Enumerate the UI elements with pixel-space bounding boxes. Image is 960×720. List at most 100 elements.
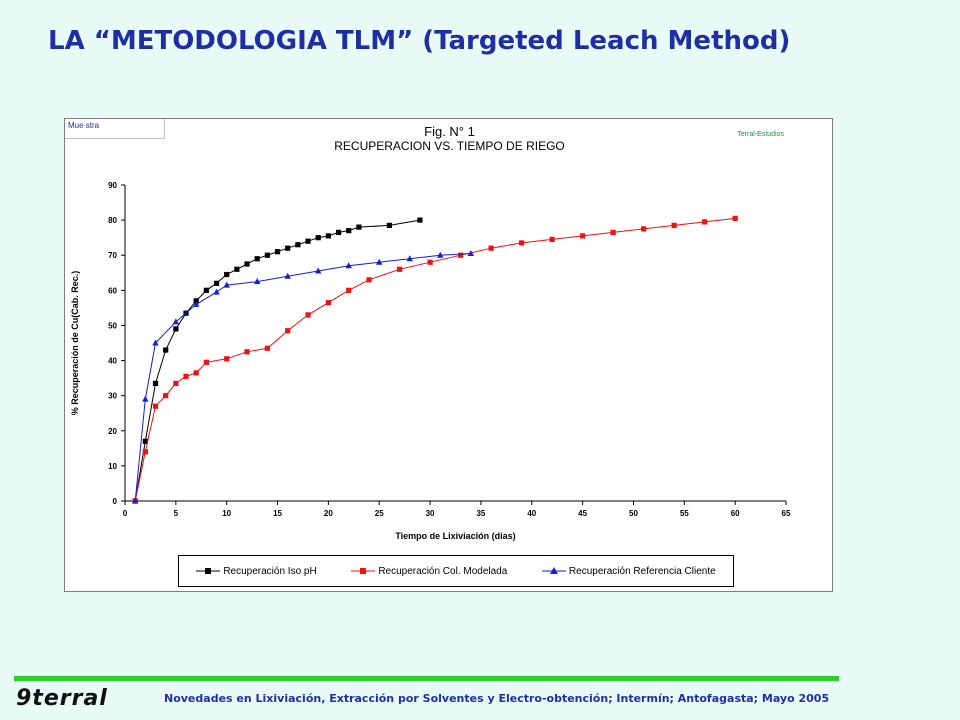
- legend-item-iso-ph: Recuperación Iso pH: [196, 565, 317, 577]
- y-tick-label: 60: [108, 286, 117, 295]
- data-point: [254, 278, 261, 285]
- legend-item-referencia-cliente: Recuperación Referencia Cliente: [541, 565, 716, 577]
- x-tick-label: 15: [273, 509, 282, 518]
- x-tick-label: 50: [629, 509, 638, 518]
- footer-divider: [14, 676, 839, 681]
- x-tick-label: 10: [222, 509, 231, 518]
- data-point: [356, 224, 362, 230]
- x-tick-label: 60: [731, 509, 740, 518]
- y-tick-label: 20: [108, 427, 117, 436]
- data-point: [437, 251, 444, 258]
- data-point: [386, 222, 392, 228]
- series-2: [131, 249, 474, 504]
- y-tick-label: 40: [108, 357, 117, 366]
- series-line: [134, 217, 736, 502]
- data-point: [519, 240, 525, 246]
- x-tick-label: 20: [324, 509, 333, 518]
- legend-label: Recuperación Iso pH: [223, 565, 317, 577]
- legend-swatch-iso-ph: [196, 568, 221, 574]
- chart-frame: Mue stra Terral-Estudios Fig. N° 1 RECUP…: [64, 118, 833, 592]
- data-point: [244, 349, 250, 355]
- data-point: [203, 359, 209, 365]
- data-point: [457, 252, 464, 258]
- x-tick-label: 65: [782, 509, 791, 518]
- data-point: [152, 403, 159, 409]
- data-point: [131, 497, 139, 504]
- x-axis-title: Tiempo de Lixiviación (días): [395, 531, 515, 541]
- x-tick-label: 30: [426, 509, 435, 518]
- y-tick-label: 70: [108, 251, 117, 260]
- data-point: [427, 259, 433, 265]
- series-1: [132, 215, 738, 504]
- data-point: [325, 233, 331, 239]
- x-tick-label: 25: [375, 509, 384, 518]
- data-point: [580, 233, 586, 239]
- y-tick-label: 0: [113, 497, 118, 506]
- legend-swatch-col-modelada: [351, 568, 376, 574]
- data-point: [641, 226, 647, 232]
- data-point: [152, 339, 159, 346]
- data-point: [203, 287, 209, 293]
- data-point: [549, 236, 555, 243]
- legend-label: Recuperación Referencia Cliente: [568, 565, 716, 577]
- chart-axes: 0 10 20 30 40 50 60 70 80 90 0 5 10 15 20 25 30 35 40 45 50 5…: [108, 181, 791, 518]
- y-axis-title: % Recuperación de Cu(Cab. Rec.): [70, 271, 80, 416]
- x-tick-label: 55: [680, 509, 689, 518]
- data-point: [142, 438, 148, 444]
- data-point: [467, 249, 474, 256]
- data-point: [325, 300, 331, 306]
- data-point: [223, 281, 230, 288]
- slide-title: LA “METODOLOGIA TLM” (Targeted Leach Met…: [48, 26, 791, 56]
- footer-text: Novedades en Lixiviación, Extracción por…: [164, 692, 830, 705]
- data-point: [213, 288, 220, 295]
- data-point: [305, 312, 311, 318]
- x-tick-label: 45: [578, 509, 587, 518]
- legend-item-col-modelada: Recuperación Col. Modelada: [351, 566, 507, 577]
- data-point: [610, 229, 616, 235]
- data-point: [366, 277, 372, 283]
- data-point: [173, 380, 179, 386]
- chart-legend: Recuperación Iso pH Recuperación Col. Mo…: [178, 555, 734, 587]
- data-point: [264, 345, 270, 351]
- chart-series: [131, 215, 738, 504]
- terral-logo: 9terral: [16, 686, 108, 711]
- data-point: [173, 326, 179, 332]
- data-point: [284, 272, 291, 279]
- data-point: [163, 347, 169, 353]
- data-point: [224, 356, 230, 362]
- data-point: [732, 215, 738, 221]
- data-point: [224, 271, 230, 278]
- data-point: [315, 267, 322, 274]
- data-point: [193, 370, 199, 376]
- x-tick-label: 5: [174, 509, 179, 518]
- y-tick-label: 80: [108, 216, 117, 225]
- data-point: [193, 298, 199, 304]
- data-point: [183, 373, 189, 379]
- data-point: [142, 449, 148, 455]
- data-point: [285, 328, 291, 334]
- data-point: [315, 235, 321, 241]
- data-point: [234, 266, 240, 272]
- y-tick-label: 30: [108, 392, 117, 401]
- data-point: [406, 255, 413, 262]
- y-tick-label: 50: [108, 321, 117, 330]
- legend-label: Recuperación Col. Modelada: [378, 565, 508, 577]
- company-tag: Terral-Estudios: [737, 131, 784, 138]
- data-point: [305, 238, 311, 244]
- line-chart: 0 10 20 30 40 50 60 70 80 90 0 5 10 15 20 25 30 35 40 45 50 5…: [70, 181, 791, 541]
- data-point: [152, 380, 159, 386]
- data-point: [702, 219, 708, 225]
- data-point: [346, 287, 352, 293]
- x-tick-label: 0: [123, 509, 128, 518]
- data-point: [345, 262, 352, 269]
- data-point: [244, 261, 250, 267]
- x-tick-label: 35: [476, 509, 485, 518]
- sample-label-box[interactable]: Mue stra: [65, 119, 165, 139]
- data-point: [254, 256, 260, 262]
- data-point: [376, 258, 383, 265]
- data-point: [192, 300, 200, 307]
- data-point: [285, 245, 291, 251]
- chart-subtitle: RECUPERACION VS. TIEMPO DE RIEGO: [334, 139, 565, 153]
- y-tick-label: 90: [108, 181, 117, 190]
- data-point: [213, 280, 220, 286]
